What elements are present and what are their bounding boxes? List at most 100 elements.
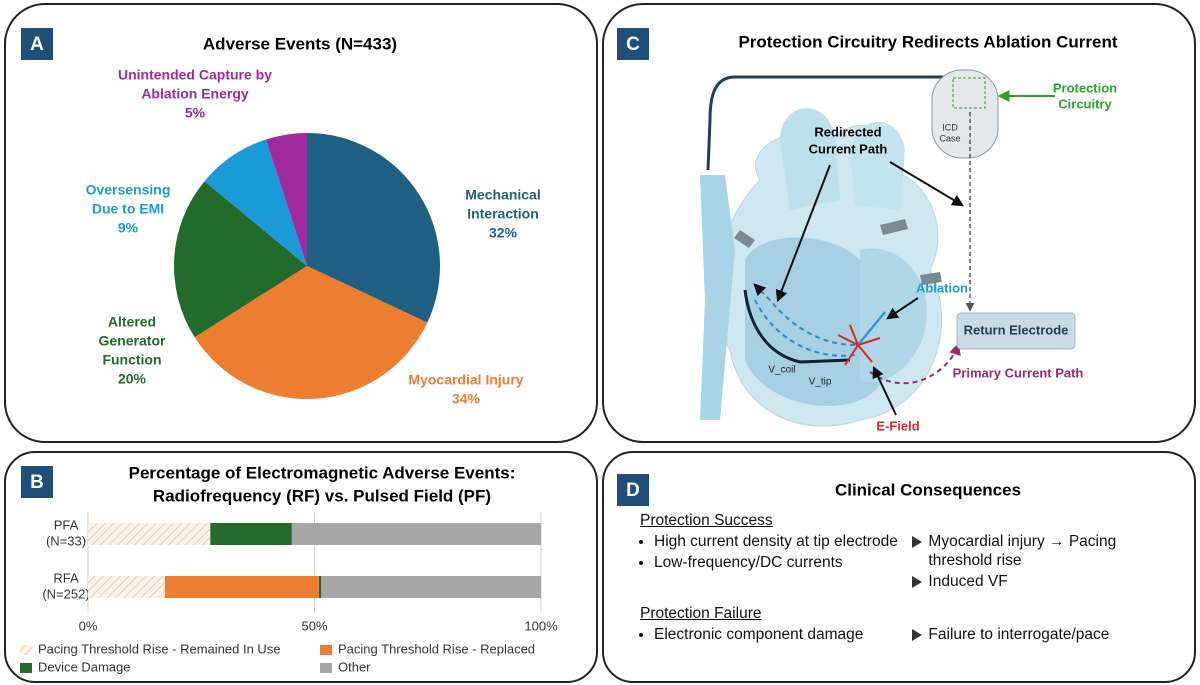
label: ICD bbox=[942, 122, 958, 132]
label: Primary Current Path bbox=[953, 365, 1084, 380]
chart-title: Percentage of Electromagnetic Adverse Ev… bbox=[129, 463, 516, 482]
pie-slice bbox=[265, 133, 307, 266]
badge bbox=[21, 466, 53, 498]
legend-swatch bbox=[320, 645, 332, 655]
arrow-text: Failure to interrogate/pace bbox=[928, 626, 1110, 643]
pie-slice bbox=[307, 133, 440, 323]
redirected-path bbox=[754, 299, 856, 357]
label: Circuitry bbox=[1058, 96, 1112, 111]
x-tick-label: 100% bbox=[524, 618, 558, 633]
legend-swatch bbox=[20, 645, 32, 655]
label: E-Field bbox=[876, 418, 919, 433]
badge-letter: C bbox=[626, 34, 640, 55]
icd-case bbox=[931, 69, 999, 159]
section-heading: Protection Success bbox=[640, 512, 773, 529]
y-tick-label: (N=33) bbox=[46, 533, 86, 548]
label: Protection bbox=[1053, 80, 1117, 95]
bar-segment bbox=[88, 576, 166, 598]
slice-label: Due to EMI bbox=[92, 201, 164, 217]
badge-letter: D bbox=[626, 480, 640, 501]
right-list: Myocardial injury → Pacing threshold ris… bbox=[910, 532, 1180, 593]
circuit-box bbox=[952, 77, 986, 109]
section-heading: Protection Failure bbox=[640, 605, 762, 622]
y-tick-label: RFA bbox=[53, 570, 79, 585]
y-tick-label: PFA bbox=[54, 517, 79, 532]
chart-title: Radiofrequency (RF) vs. Pulsed Field (PF… bbox=[153, 486, 491, 505]
slice-value-label: 5% bbox=[185, 105, 206, 121]
label: V_coil bbox=[768, 365, 795, 376]
pie-slice bbox=[204, 139, 307, 266]
bullet-item: Electronic component damage bbox=[654, 625, 910, 644]
pie-slice bbox=[194, 266, 428, 400]
bar-segment bbox=[321, 576, 541, 598]
panel-d-frame bbox=[602, 451, 1196, 683]
slice-label: Unintended Capture by bbox=[118, 67, 272, 83]
slice-label: Myocardial Injury bbox=[408, 372, 523, 388]
label: Case bbox=[939, 133, 960, 143]
legend-label: Device Damage bbox=[38, 659, 131, 674]
arrow-item: Failure to interrogate/pace bbox=[912, 625, 1180, 644]
slice-value-label: 34% bbox=[452, 391, 481, 407]
columns: High current density at tip electrode Low… bbox=[640, 532, 1180, 593]
arrow-bullet bbox=[912, 629, 923, 641]
columns: Electronic component damage Failure to in… bbox=[640, 625, 1180, 646]
diagram-title: Protection Circuitry Redirects Ablation … bbox=[738, 32, 1117, 51]
slice-value-label: 9% bbox=[118, 220, 139, 236]
left-list: Electronic component damage bbox=[640, 625, 910, 646]
return-electrode bbox=[956, 312, 1076, 350]
lead bbox=[706, 75, 950, 171]
slice-label: Generator bbox=[99, 333, 166, 349]
legend-swatch bbox=[20, 663, 32, 673]
label: Return Electrode bbox=[964, 322, 1069, 337]
arrow-item: Induced VF bbox=[912, 572, 1180, 591]
slice-label: Function bbox=[102, 352, 161, 368]
badge bbox=[617, 28, 649, 60]
panel-a-frame bbox=[4, 3, 598, 443]
y-tick-label: (N=252) bbox=[42, 586, 89, 601]
badge bbox=[21, 28, 53, 60]
panel-title: Clinical Consequences bbox=[835, 480, 1021, 499]
e-field bbox=[837, 324, 881, 366]
x-tick-label: 50% bbox=[301, 618, 327, 633]
badge-letter: B bbox=[30, 472, 44, 493]
bullet-item: High current density at tip electrode bbox=[654, 532, 910, 551]
ablation-catheter bbox=[857, 311, 886, 346]
label: Redirected bbox=[814, 124, 881, 139]
slice-label: Mechanical bbox=[465, 187, 540, 203]
slice-label: Altered bbox=[108, 314, 156, 330]
pie-slice bbox=[174, 181, 307, 338]
arrow bbox=[886, 297, 919, 320]
legend-label: Pacing Threshold Rise - Replaced bbox=[338, 641, 535, 656]
arrow bbox=[889, 161, 965, 207]
arrow-bullet bbox=[912, 536, 923, 548]
arrow-item: Myocardial injury → Pacing threshold ris… bbox=[912, 532, 1180, 570]
arrow bbox=[775, 164, 831, 303]
badge-letter: A bbox=[30, 34, 44, 55]
legend-swatch bbox=[320, 663, 332, 673]
redirected-path bbox=[753, 283, 856, 346]
bar-segment bbox=[88, 523, 211, 545]
slice-label: Oversensing bbox=[86, 182, 171, 198]
spacer bbox=[640, 593, 1180, 605]
arrow-bullet bbox=[912, 576, 923, 588]
label: Current Path bbox=[809, 141, 888, 156]
arrow bbox=[872, 365, 897, 416]
lead bbox=[743, 289, 851, 364]
slice-value-label: 32% bbox=[489, 225, 518, 241]
arrow-text: Induced VF bbox=[928, 573, 1008, 590]
bar-segment bbox=[319, 576, 322, 598]
bar-segment bbox=[165, 576, 320, 598]
chart-title: Adverse Events (N=433) bbox=[203, 34, 397, 53]
label: Ablation bbox=[916, 280, 968, 295]
bar-segment bbox=[291, 523, 541, 545]
panel-b-frame bbox=[4, 451, 598, 683]
x-tick-label: 0% bbox=[79, 618, 98, 633]
left-list: High current density at tip electrode Low… bbox=[640, 532, 910, 593]
panel-c-frame bbox=[602, 3, 1196, 443]
label: V_tip bbox=[809, 377, 832, 388]
slice-label: Ablation Energy bbox=[141, 86, 249, 102]
bullet-item: Low-frequency/DC currents bbox=[654, 553, 910, 572]
slice-value-label: 20% bbox=[118, 371, 147, 387]
